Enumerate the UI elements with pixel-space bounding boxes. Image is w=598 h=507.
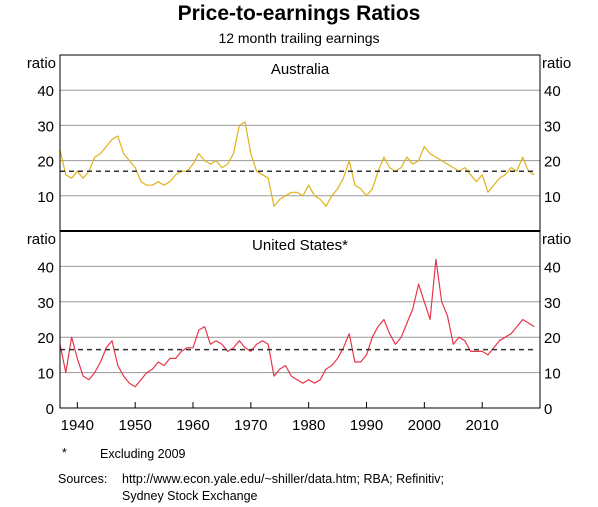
y-tick-label-right: 40 xyxy=(544,83,561,100)
y-tick-label-left: 0 xyxy=(46,401,54,418)
y-tick-label-left: 20 xyxy=(37,154,54,171)
sources-label: Sources: xyxy=(58,472,108,486)
y-axis-label-right: ratio xyxy=(542,55,571,72)
y-tick-label-right: 0 xyxy=(544,401,552,418)
y-axis-label-left: ratio xyxy=(27,231,56,248)
series-line xyxy=(59,121,535,207)
x-tick-label: 1980 xyxy=(292,417,325,434)
x-tick-label: 2000 xyxy=(408,417,441,434)
x-tick-label: 1960 xyxy=(176,417,209,434)
panel-title: United States* xyxy=(252,237,348,254)
y-tick-label-right: 30 xyxy=(544,118,561,135)
chart-title: Price-to-earnings Ratios xyxy=(177,2,421,25)
x-tick-label: 2010 xyxy=(465,417,498,434)
y-tick-label-left: 40 xyxy=(37,83,54,100)
series-line xyxy=(59,258,535,388)
y-axis-label-left: ratio xyxy=(27,55,56,72)
x-tick-label: 1940 xyxy=(61,417,94,434)
y-tick-label-right: 30 xyxy=(544,295,561,312)
sources-line2: Sydney Stock Exchange xyxy=(122,489,258,503)
y-tick-label-right: 10 xyxy=(544,366,561,383)
y-tick-label-right: 20 xyxy=(544,154,561,171)
y-tick-label-left: 30 xyxy=(37,295,54,312)
x-tick-label: 1950 xyxy=(118,417,151,434)
footnote-text: Excluding 2009 xyxy=(100,447,186,461)
x-tick-label: 1990 xyxy=(350,417,383,434)
sources-line1: http://www.econ.yale.edu/~shiller/data.h… xyxy=(122,472,445,486)
y-axis-label-right: ratio xyxy=(542,231,571,248)
y-tick-label-right: 10 xyxy=(544,189,561,206)
x-tick-label: 1970 xyxy=(234,417,267,434)
y-tick-label-right: 20 xyxy=(544,330,561,347)
y-tick-label-left: 30 xyxy=(37,118,54,135)
panel-title: Australia xyxy=(271,61,330,78)
y-tick-label-left: 10 xyxy=(37,189,54,206)
footnote-marker: * xyxy=(62,446,67,460)
chart-subtitle: 12 month trailing earnings xyxy=(218,30,380,46)
y-tick-label-left: 40 xyxy=(37,259,54,276)
y-tick-label-right: 40 xyxy=(544,259,561,276)
y-tick-label-left: 10 xyxy=(37,366,54,383)
y-tick-label-left: 20 xyxy=(37,330,54,347)
